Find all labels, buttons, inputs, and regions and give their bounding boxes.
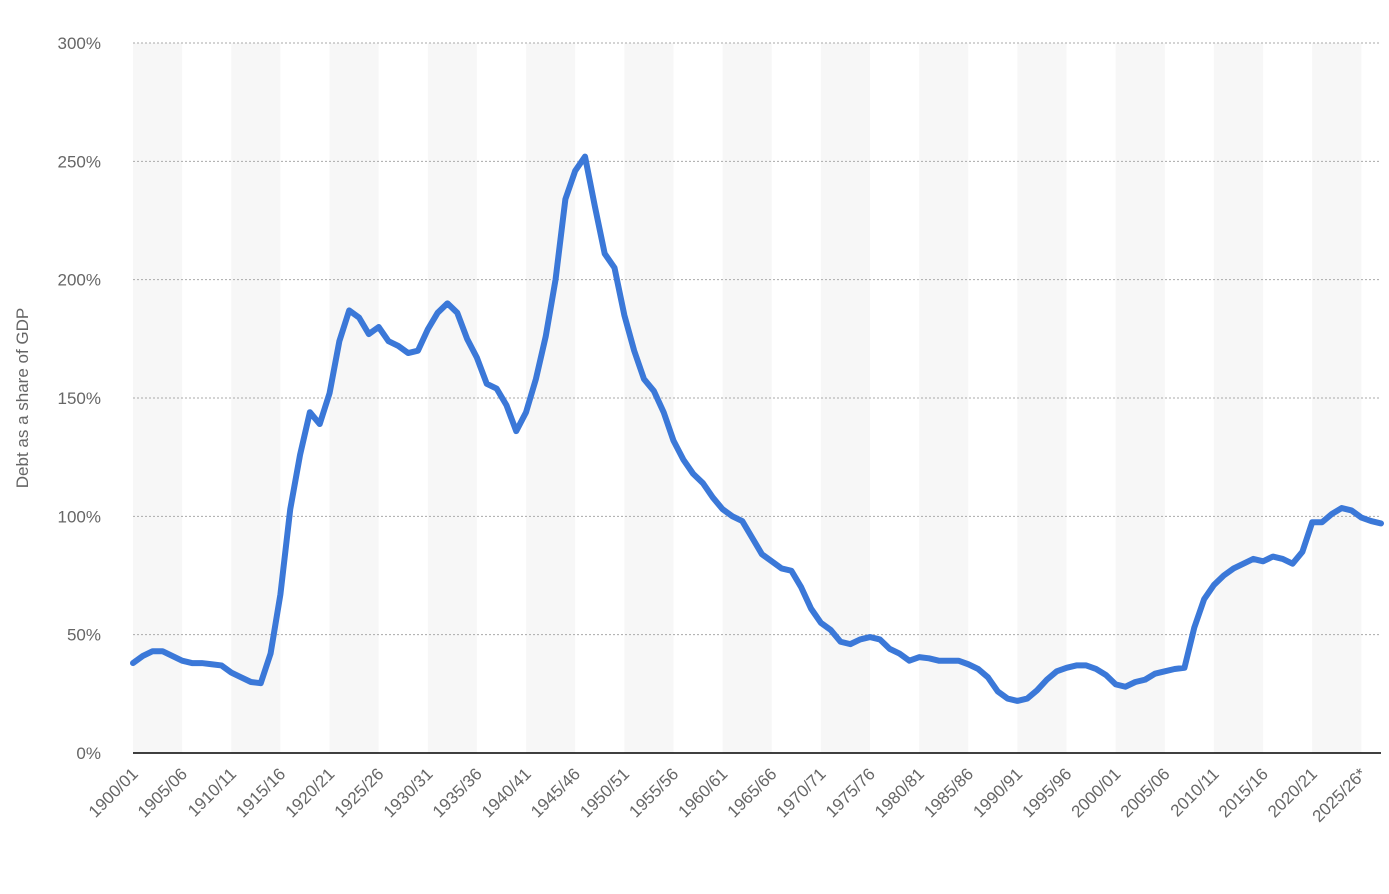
x-tick-label: 1940/41 <box>478 764 535 821</box>
x-tick-label: 1965/66 <box>724 764 781 821</box>
x-tick-label: 1910/11 <box>184 764 240 820</box>
x-tick-label: 2000/01 <box>1068 764 1125 821</box>
y-tick-label: 250% <box>58 152 101 171</box>
y-tick-label: 50% <box>67 626 101 645</box>
x-tick-label: 1915/16 <box>232 764 289 821</box>
x-tick-label: 1960/61 <box>675 764 732 821</box>
x-tick-label: 1995/96 <box>1018 764 1075 821</box>
data-line <box>130 153 1384 704</box>
x-tick-label: 1950/51 <box>576 764 633 821</box>
x-tick-label: 1975/76 <box>822 764 879 821</box>
x-tick-label: 1990/91 <box>969 764 1026 821</box>
x-tick-label: 2015/16 <box>1215 764 1272 821</box>
x-tick-label: 1955/56 <box>625 764 682 821</box>
y-tick-label: 200% <box>58 271 101 290</box>
y-axis-label: Debt as a share of GDP <box>13 308 32 488</box>
x-tick-label: 2025/26* <box>1309 764 1371 826</box>
x-tick-label: 1930/31 <box>380 764 437 821</box>
x-tick-label: 1920/21 <box>281 764 338 821</box>
x-tick-label: 1970/71 <box>773 764 830 821</box>
x-tick-label: 1945/46 <box>527 764 584 821</box>
x-tick-label: 2010/11 <box>1167 764 1223 820</box>
band <box>919 43 969 753</box>
band <box>1115 43 1165 753</box>
x-tick-label: 1925/26 <box>331 764 388 821</box>
y-tick-label: 0% <box>76 744 101 763</box>
x-tick-label: 1905/06 <box>134 764 191 821</box>
y-tick-label: 300% <box>58 34 101 53</box>
x-tick-label: 1935/36 <box>429 764 486 821</box>
y-tick-label: 100% <box>58 507 101 526</box>
y-tick-label: 150% <box>58 389 101 408</box>
x-tick-label: 2005/06 <box>1117 764 1174 821</box>
x-tick-label: 1980/81 <box>871 764 928 821</box>
band <box>427 43 477 753</box>
x-tick-label: 1900/01 <box>85 764 142 821</box>
x-tick-label: 1985/86 <box>920 764 977 821</box>
